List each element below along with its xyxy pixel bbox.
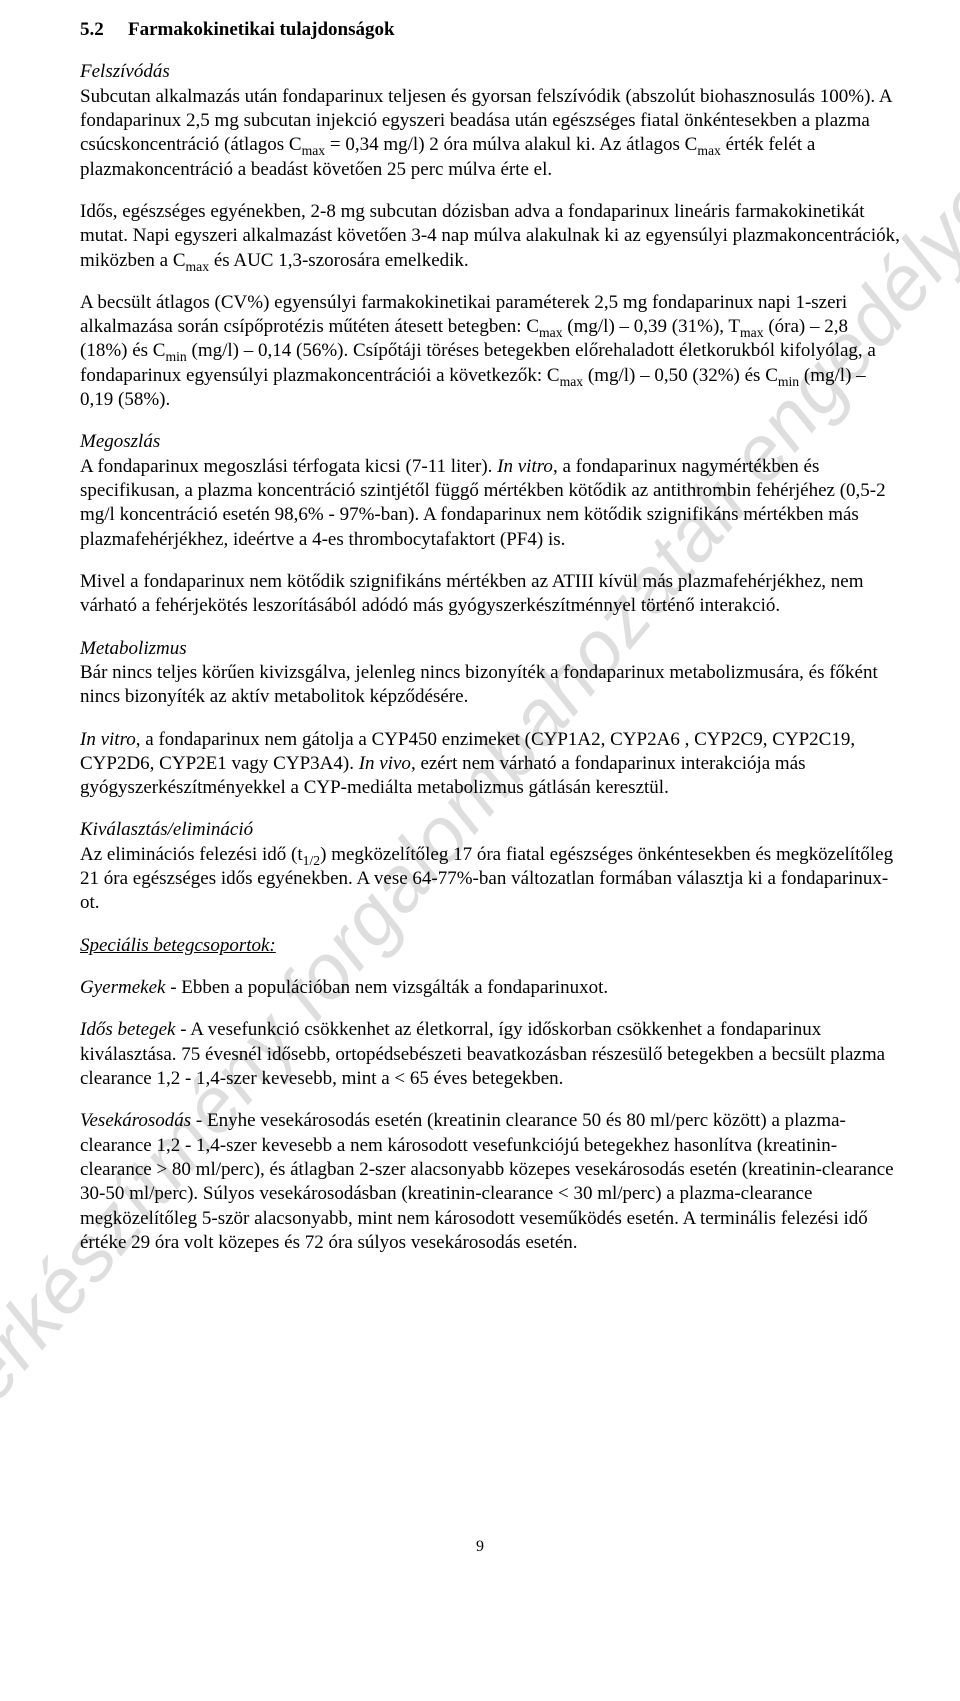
subhead-elimination: Kiválasztás/elimináció (80, 818, 900, 842)
para-renal: Vesekárosodás - Enyhe vesekárosodás eset… (80, 1109, 900, 1255)
para-elderly-linear: Idős, egészséges egyénekben, 2-8 mg subc… (80, 200, 900, 273)
page-number: 9 (0, 1537, 960, 1557)
subhead-metabolism: Metabolizmus (80, 637, 900, 661)
para-elimination: Az eliminációs felezési idő (t1/2) megkö… (80, 843, 900, 916)
subhead-special-groups: Speciális betegcsoportok: (80, 934, 900, 958)
subhead-distribution: Megoszlás (80, 430, 900, 454)
section-number: 5.2 (80, 18, 128, 42)
para-absorption: Subcutan alkalmazás után fondaparinux te… (80, 85, 900, 182)
section-heading: 5.2Farmakokinetikai tulajdonságok (80, 18, 900, 42)
document-body: 5.2Farmakokinetikai tulajdonságok Felszí… (80, 18, 900, 1255)
para-cyp: In vitro, a fondaparinux nem gátolja a C… (80, 728, 900, 801)
para-elderly: Idős betegek - A vesefunkció csökkenhet … (80, 1018, 900, 1091)
para-children: Gyermekek - Ebben a populációban nem viz… (80, 976, 900, 1000)
para-no-interaction: Mivel a fondaparinux nem kötődik szignif… (80, 570, 900, 619)
section-title: Farmakokinetikai tulajdonságok (128, 19, 395, 40)
para-distribution: A fondaparinux megoszlási térfogata kics… (80, 455, 900, 552)
subhead-absorption: Felszívódás (80, 60, 900, 84)
para-cv-params: A becsült átlagos (CV%) egyensúlyi farma… (80, 291, 900, 413)
para-metabolism: Bár nincs teljes körűen kivizsgálva, jel… (80, 661, 900, 710)
